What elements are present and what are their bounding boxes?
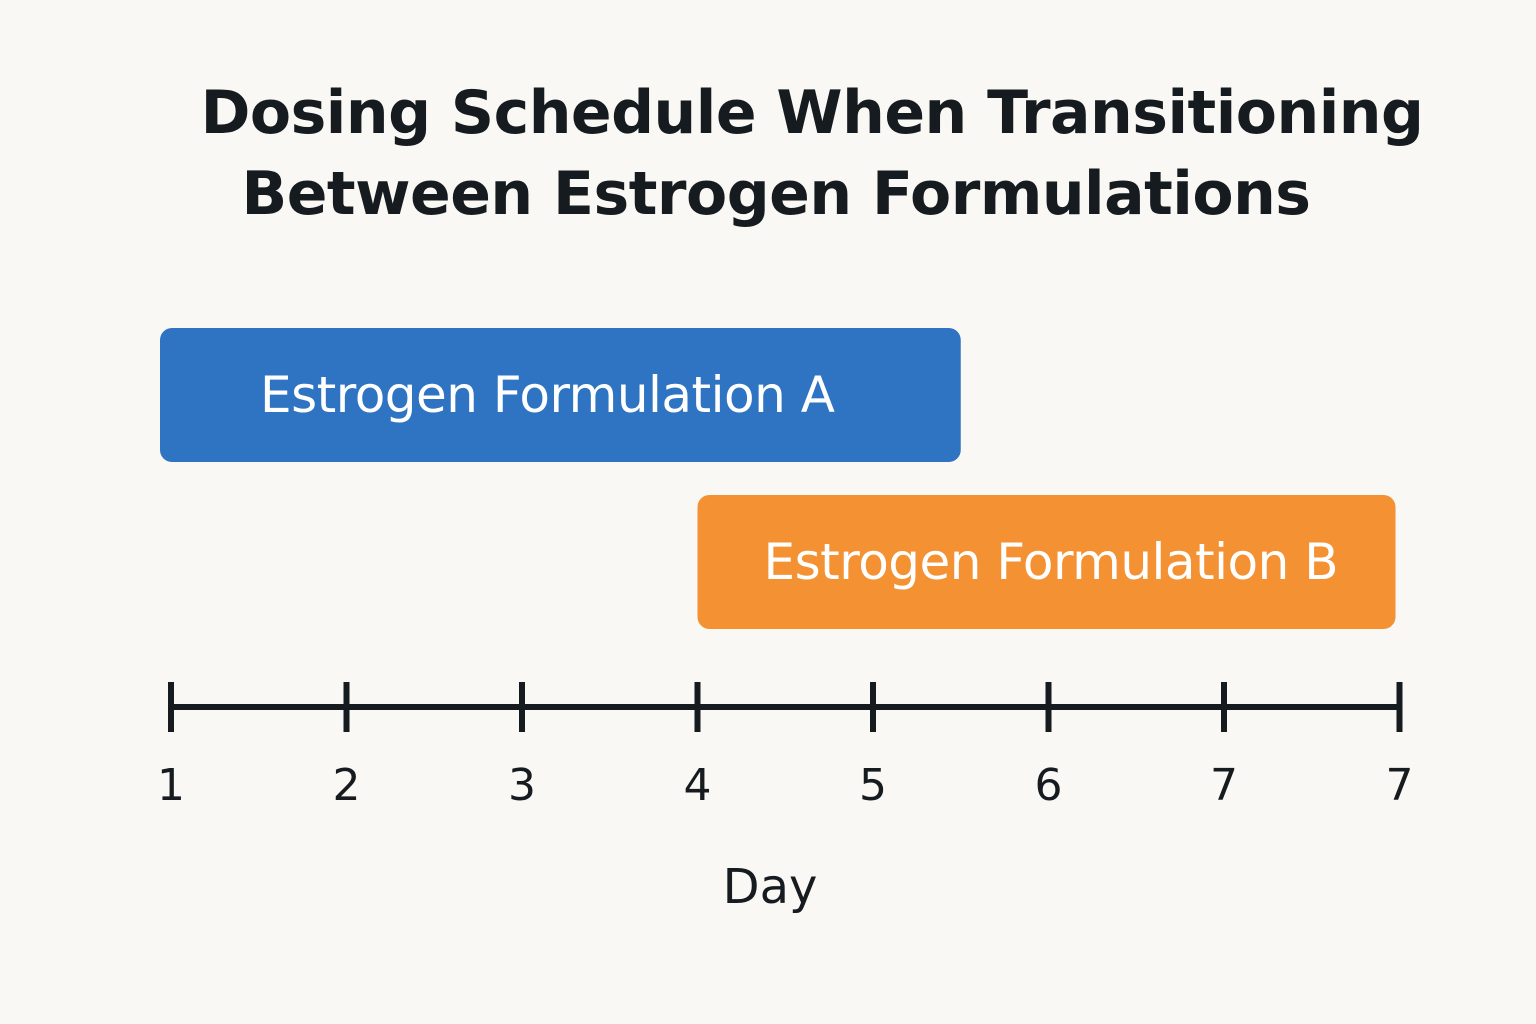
x-tick-label: 5 xyxy=(859,760,887,811)
x-tick-label: 7 xyxy=(1210,760,1238,811)
bar-formulation-b xyxy=(697,495,1396,629)
x-tick-label: 1 xyxy=(157,760,185,811)
x-tick-label: 2 xyxy=(333,760,361,811)
bar-label: Estrogen Formulation A xyxy=(260,366,835,424)
bars-layer: Estrogen Formulation A Estrogen Formulati… xyxy=(160,328,1396,629)
x-tick-label: 3 xyxy=(508,760,536,811)
x-tick-label: 7 xyxy=(1386,760,1414,811)
x-axis: 1 2 3 4 5 6 7 7 xyxy=(157,682,1414,811)
bar-label: Estrogen Formulation B xyxy=(764,533,1339,591)
bar-formulation-a xyxy=(160,328,961,462)
x-axis-title: Day xyxy=(723,859,818,915)
chart-title-line-2: Between Estrogen Formulations xyxy=(241,159,1311,229)
chart-title-line-1: Dosing Schedule When Transitioning xyxy=(200,78,1424,148)
x-tick-label: 4 xyxy=(684,760,712,811)
x-tick-label: 6 xyxy=(1035,760,1063,811)
